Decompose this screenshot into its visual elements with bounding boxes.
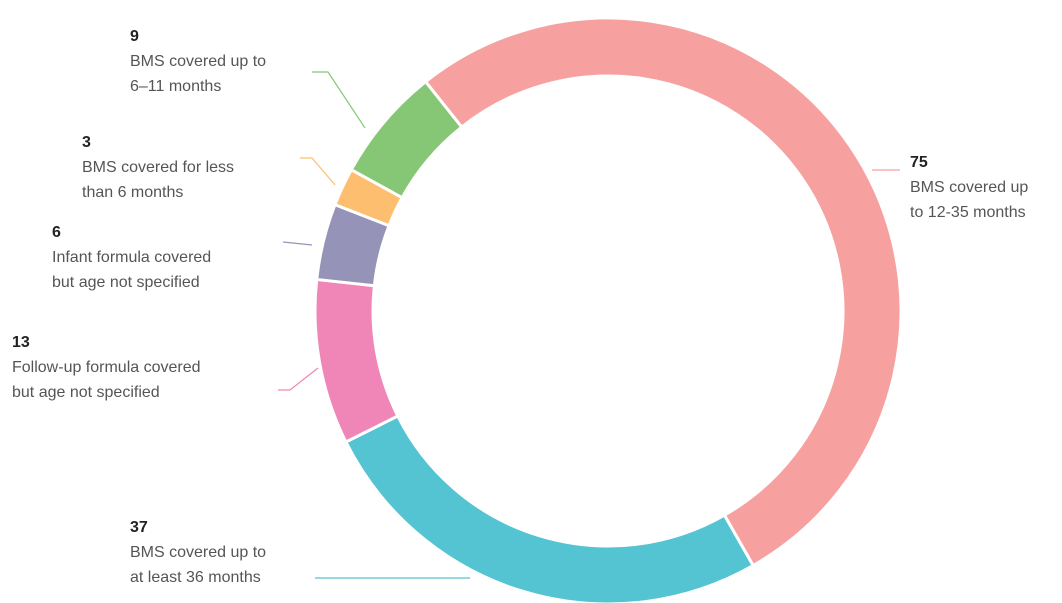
value-label: 6 [52,224,61,241]
value-label: 13 [12,334,30,351]
category-label: BMS covered up to 6–11 months [130,53,267,95]
segment-label: 6 Infant formula covered but age not spec… [52,220,211,295]
donut-segment [343,413,756,603]
donut-segment [349,79,464,200]
segment-label: 37 BMS covered up to at least 36 months [130,515,266,590]
segment-label: 75 BMS covered up to 12-35 months [910,150,1028,225]
donut-segment [423,16,903,568]
donut-segment [313,277,400,444]
value-label: 37 [130,519,148,536]
category-label: BMS covered for less than 6 months [82,159,235,201]
category-label: Follow-up formula covered but age not sp… [12,359,201,401]
value-label: 9 [130,28,139,45]
leader-line [282,241,313,246]
value-label: 75 [910,154,928,171]
segment-label: 3 BMS covered for less than 6 months [82,130,234,205]
category-label: BMS covered up to 12-35 months [910,179,1029,221]
leader-line [312,71,366,129]
leader-line [278,367,319,391]
category-label: BMS covered up to at least 36 months [130,544,267,586]
segment-label: 13 Follow-up formula covered but age not … [12,330,201,405]
category-label: Infant formula covered but age not speci… [52,249,212,291]
value-label: 3 [82,134,91,151]
segment-label: 9 BMS covered up to 6–11 months [130,24,266,99]
leader-line [300,157,336,186]
